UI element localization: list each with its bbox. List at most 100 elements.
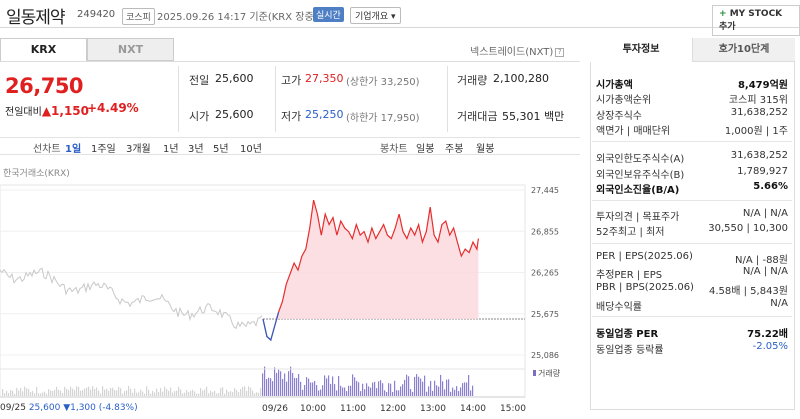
tab-krx[interactable]: KRX	[0, 38, 87, 61]
tab-nxt[interactable]: NXT	[87, 38, 174, 61]
volume-bar	[188, 392, 190, 396]
volume-bar	[374, 381, 376, 396]
tab-orderbook[interactable]: 호가10단계	[693, 38, 795, 62]
info-row: PBR | BPS(2025.06) 4.58배 | 5,843원	[596, 282, 790, 297]
high-label: 고가	[281, 74, 302, 87]
volume-bar	[236, 390, 238, 396]
period-1d[interactable]: 1일	[65, 144, 82, 155]
volume-bar	[292, 373, 294, 396]
volume-bar	[400, 386, 402, 396]
volume-bar	[304, 385, 306, 396]
realtime-badge[interactable]: 실시간	[313, 7, 344, 22]
volume-bar	[428, 386, 430, 396]
candle-monthly[interactable]: 월봉	[476, 144, 495, 155]
divider	[592, 243, 792, 244]
volume-bar	[356, 380, 358, 396]
volume-bar	[226, 389, 228, 396]
info-row: 시가총액순위 코스피 315위	[596, 91, 790, 106]
price-chart[interactable]: 27,445 26,855 26,265 25,675 25,086 09/26 10:0…	[0, 175, 580, 419]
candle-weekly[interactable]: 주봉	[445, 144, 464, 155]
volume-bar	[84, 388, 86, 396]
volume-bar	[390, 383, 392, 396]
period-5y[interactable]: 5년	[213, 144, 229, 155]
volume-bar	[102, 386, 104, 396]
upper-limit: (상한가 33,250)	[346, 77, 420, 88]
corp-info-dropdown[interactable]: 기업개요 ▾	[350, 7, 401, 24]
add-mystock-button[interactable]: + MY STOCK 추가	[712, 5, 800, 36]
volume-bar	[160, 388, 162, 396]
tab-invest-info[interactable]: 투자정보	[590, 38, 693, 62]
volume-bar	[248, 386, 250, 396]
info-row: 시가총액 8,479억원	[596, 76, 790, 91]
market-badge: 코스피	[122, 8, 155, 25]
info-value: N/A | -88원	[735, 255, 788, 266]
volume-bar	[208, 393, 210, 396]
volume-bar	[434, 380, 436, 396]
price-change: 전일대비▲1,150	[5, 103, 89, 118]
volume-bar	[358, 382, 360, 396]
volume-bar	[276, 372, 278, 396]
period-1w[interactable]: 1주일	[91, 144, 116, 155]
info-value: N/A	[770, 298, 788, 309]
y-tick-label: 26,265	[531, 269, 559, 278]
volume-bar	[158, 392, 160, 396]
open-label: 시가	[189, 110, 210, 123]
volume-bar	[186, 390, 188, 396]
open-value: 25,600	[215, 108, 254, 121]
period-bar: 선차트 1일 1주일 3개월 1년 3년 5년 10년 봉차트 일봉 주봉 월봉	[0, 137, 580, 155]
volume-bar	[462, 383, 464, 396]
x-tick-label: 12:00	[380, 404, 406, 414]
right-tabs: 투자정보 호가10단계	[590, 38, 795, 62]
info-label: 액면가 | 매매단위	[596, 126, 671, 137]
info-row: 외국인보유주식수(B) 1,789,927	[596, 166, 790, 181]
info-label: 외국인한도주식수(A)	[596, 154, 685, 165]
volume-bar	[76, 386, 78, 396]
volume-bar	[402, 384, 404, 396]
y-axis: 27,445 26,855 26,265 25,675 25,086	[531, 186, 559, 360]
volume-bar	[398, 390, 400, 396]
volume-bar	[420, 378, 422, 396]
volume-bar	[464, 382, 466, 396]
help-icon[interactable]: ?	[555, 47, 565, 57]
amount-number: 55,301	[502, 110, 541, 123]
x-tick-label: 11:00	[340, 404, 366, 414]
info-row: 동일업종 PER 75.22배	[596, 325, 790, 340]
volume-bar	[316, 385, 318, 396]
volume-bar	[140, 389, 142, 396]
volume-bar	[450, 391, 452, 396]
volume-bar	[354, 377, 356, 396]
volume-bar	[436, 385, 438, 396]
period-10y[interactable]: 10년	[240, 144, 262, 155]
volume-bar	[384, 390, 386, 396]
volume-bar	[58, 389, 60, 396]
corp-info-label: 기업개요	[355, 12, 389, 22]
volume-bar	[334, 384, 336, 396]
nxt-title-text: 넥스트레이드(NXT)	[470, 47, 554, 58]
volume-bar	[2, 389, 4, 396]
volume-bar	[70, 386, 72, 396]
volume-bar	[56, 386, 58, 396]
info-label: 동일업종 PER	[596, 329, 659, 340]
info-value: 8,479억원	[737, 80, 788, 91]
volume-bar	[20, 388, 22, 396]
volume-bar	[6, 390, 8, 396]
info-label: 추정PER | EPS	[596, 270, 663, 281]
period-3y[interactable]: 3년	[188, 144, 204, 155]
change-percent: +4.49%	[87, 101, 139, 115]
volume-bar	[180, 389, 182, 396]
candle-daily[interactable]: 일봉	[416, 144, 435, 155]
period-1y[interactable]: 1년	[163, 144, 179, 155]
volume-bar	[52, 391, 54, 396]
volume-bar	[82, 390, 84, 396]
volume-bar	[370, 387, 372, 396]
volume-bar	[332, 376, 334, 396]
volume-bar	[62, 393, 64, 396]
volume-bar	[270, 378, 272, 396]
info-row: 동일업종 등락률 -2.05%	[596, 341, 790, 356]
info-row: 외국인한도주식수(A) 31,638,252	[596, 150, 790, 165]
period-3m[interactable]: 3개월	[126, 144, 151, 155]
volume-bar	[286, 381, 288, 396]
volume-bar	[136, 392, 138, 396]
volume-bar	[168, 390, 170, 396]
volume-bar	[40, 393, 42, 396]
